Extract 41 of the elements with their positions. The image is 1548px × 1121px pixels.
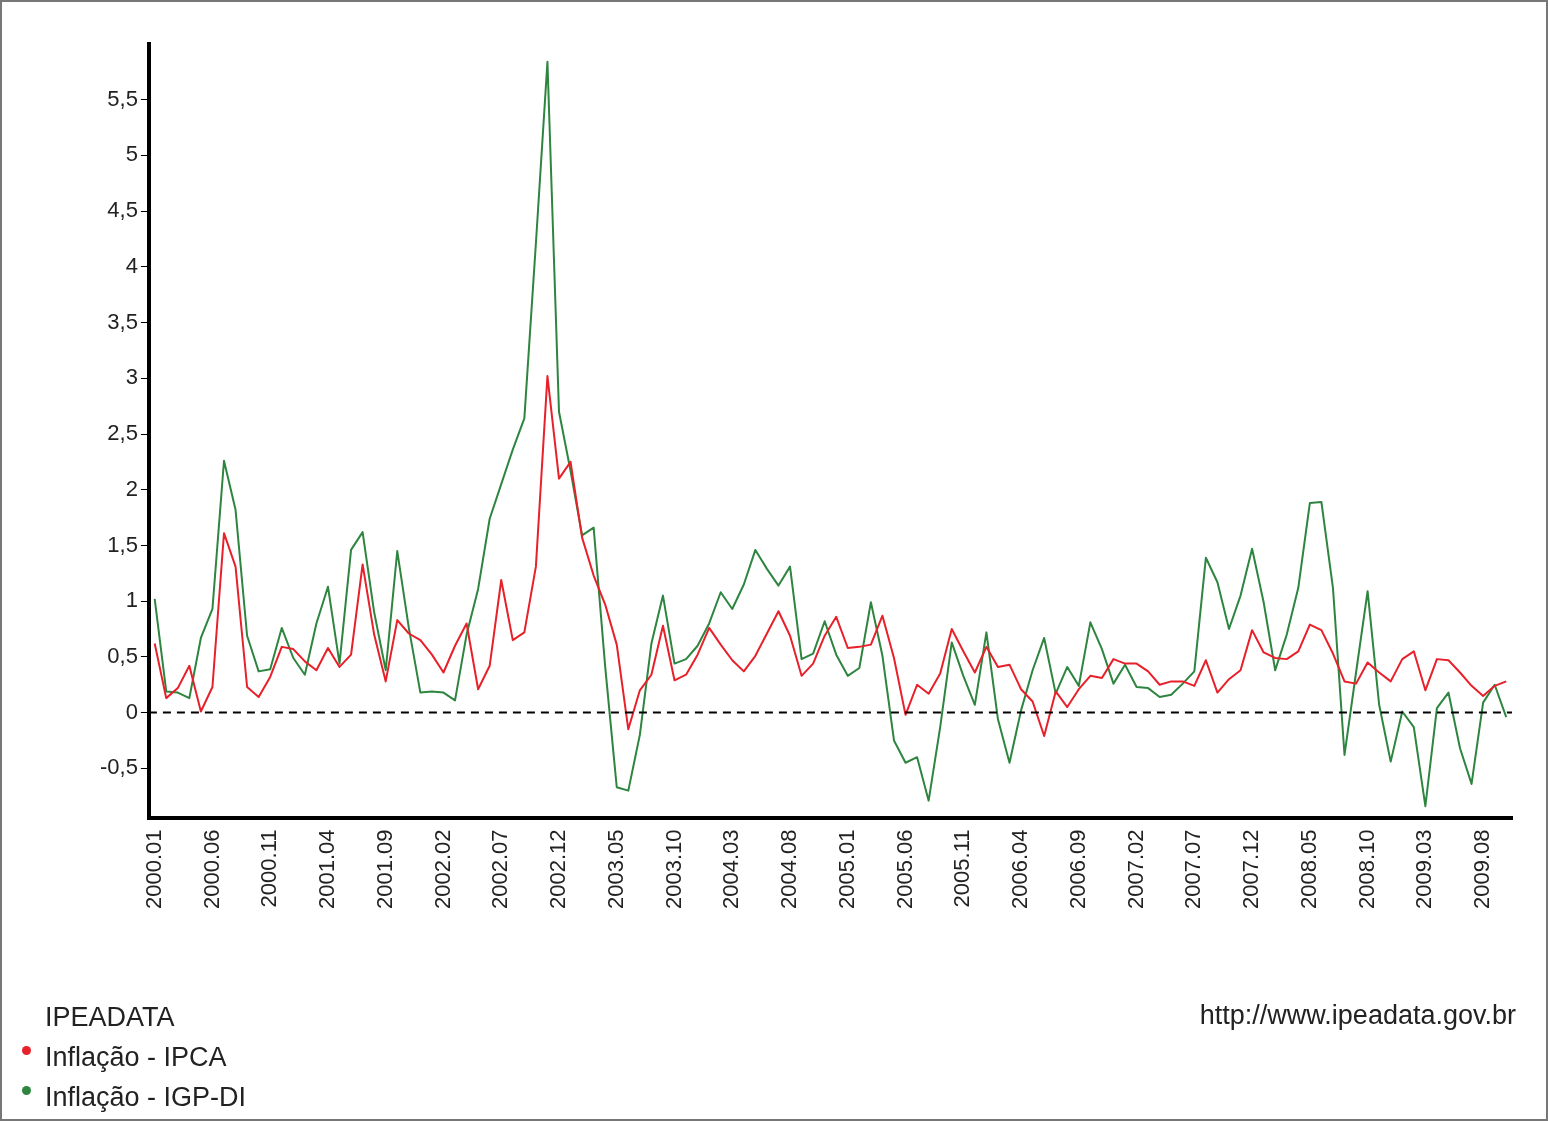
y-tick-label: 0	[125, 698, 138, 724]
x-tick-label: 2001.09	[371, 829, 397, 910]
x-tick-label: 2004.08	[776, 829, 802, 910]
x-tick-label: 2006.04	[1007, 829, 1033, 910]
x-tick-label: 2002.07	[487, 829, 513, 910]
x-tick-label: 2001.04	[314, 829, 340, 910]
x-tick-label: 2002.02	[429, 829, 455, 910]
x-tick-label: 2005.01	[833, 829, 859, 910]
x-tick-label: 2003.05	[602, 829, 628, 910]
x-tick-label: 2007.12	[1238, 829, 1264, 910]
x-tick-label: 2000.06	[198, 829, 224, 910]
x-tick-label: 2004.03	[718, 829, 744, 910]
x-tick-label: 2007.02	[1122, 829, 1148, 910]
x-tick-label: 2000.11	[256, 829, 282, 908]
y-tick-label: 3	[125, 364, 138, 390]
x-tick-label: 2002.12	[545, 829, 571, 910]
legend-label: Inflação - IGP-DI	[45, 1081, 247, 1114]
x-tick-label: 2003.10	[660, 829, 686, 910]
x-tick-label: 2005.11	[949, 829, 975, 908]
x-tick-label: 2005.06	[891, 829, 917, 910]
y-tick-label: 1	[125, 587, 138, 613]
legend-title: IPEADATA	[45, 1001, 176, 1034]
y-tick-label: 5	[125, 141, 138, 167]
y-tick-label: 4	[125, 252, 138, 278]
x-tick-label: 2000.01	[140, 829, 166, 910]
y-tick-label: 4,5	[107, 197, 138, 223]
x-tick-label: 2007.07	[1180, 829, 1206, 910]
legend-label: Inflação - IPCA	[45, 1041, 227, 1074]
y-tick-label: -0,5	[99, 754, 138, 780]
y-tick-label: 2,5	[107, 420, 138, 446]
y-tick-label: 0,5	[107, 642, 138, 668]
y-tick-label: 2	[125, 475, 138, 501]
x-tick-label: 2008.10	[1353, 829, 1379, 910]
y-tick-label: 1,5	[107, 531, 138, 557]
text: http://www.ipeadata.gov.br	[1199, 1000, 1516, 1031]
y-tick-label: 5,5	[107, 85, 138, 111]
x-tick-label: 2009.08	[1469, 829, 1495, 910]
x-tick-label: 2006.09	[1064, 829, 1090, 910]
x-tick-label: 2008.05	[1295, 829, 1321, 910]
y-tick-label: 3,5	[107, 308, 138, 334]
x-tick-label: 2009.03	[1411, 829, 1437, 910]
